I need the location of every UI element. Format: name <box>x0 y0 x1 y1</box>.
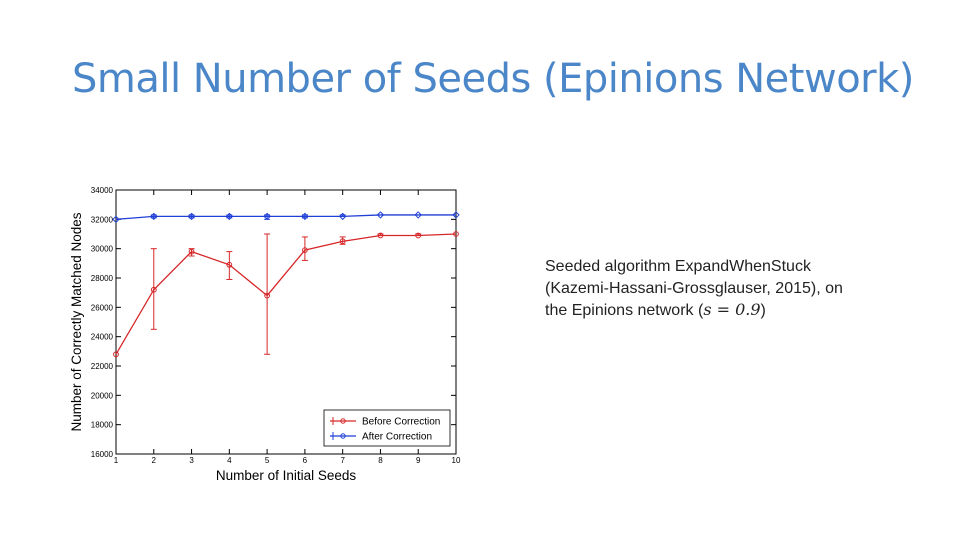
legend-box <box>323 409 451 447</box>
x-tick-label: 10 <box>452 456 461 465</box>
x-axis-label: Number of Initial Seeds <box>216 468 357 483</box>
data-point <box>452 211 460 219</box>
data-point <box>226 261 233 268</box>
caption-line-3: the Epinions network (s = 0.9) <box>545 299 875 322</box>
caption-line-3-suffix: ) <box>760 302 766 319</box>
data-point <box>339 238 346 245</box>
data-point <box>113 351 119 358</box>
caption-math: s = 0.9 <box>703 300 761 319</box>
legend-swatch-marker <box>340 433 346 439</box>
y-tick-label: 16000 <box>91 450 114 459</box>
x-tick-label: 9 <box>416 456 421 465</box>
caption-line-1: Seeded algorithm ExpandWhenStuck <box>545 258 811 275</box>
data-point <box>301 247 308 254</box>
x-tick-label: 7 <box>340 456 345 465</box>
data-point <box>377 232 384 239</box>
y-tick-label: 24000 <box>91 333 114 342</box>
chart: 16000 18000 20000 22000 24000 26000 28000 30000… <box>69 186 461 483</box>
y-tick-label: 18000 <box>91 421 114 430</box>
x-tick-label: 1 <box>114 456 119 465</box>
series-layer <box>112 211 460 358</box>
legend-swatch-marker <box>340 418 346 424</box>
data-point <box>225 212 234 221</box>
y-axis-label: Number of Correctly Matched Nodes <box>69 212 84 431</box>
legend-label: Before Correction <box>362 417 440 428</box>
y-tick-label: 30000 <box>91 245 114 254</box>
x-tick-label: 2 <box>152 456 157 465</box>
x-tick-label: 8 <box>378 456 383 465</box>
caption: Seeded algorithm ExpandWhenStuck (Kazemi… <box>545 256 875 322</box>
y-tick-label: 32000 <box>91 215 114 224</box>
caption-line-2: (Kazemi-Hassani-Grossglauser, 2015), on <box>545 279 843 297</box>
series-line-1 <box>115 214 456 220</box>
slide-title: Small Number of Seeds (Epinions Network) <box>72 56 914 102</box>
y-tick-label: 22000 <box>91 362 114 371</box>
data-point <box>338 212 347 221</box>
data-point <box>415 232 422 239</box>
caption-line-3-prefix: the Epinions network ( <box>545 302 704 319</box>
legend: Before Correction After Correction <box>323 409 451 447</box>
y-tick-label: 28000 <box>91 274 114 283</box>
x-tick-label: 6 <box>303 456 308 465</box>
data-point <box>263 212 271 221</box>
x-tick-label: 4 <box>227 456 232 465</box>
legend-label: After Correction <box>362 432 432 443</box>
y-tick-label: 20000 <box>91 391 114 400</box>
data-point <box>187 212 196 221</box>
data-point <box>112 215 120 224</box>
data-point <box>264 292 271 299</box>
data-point <box>453 231 459 237</box>
series-line-0 <box>115 233 457 355</box>
data-point <box>301 212 309 221</box>
x-tick-label: 5 <box>265 456 270 465</box>
y-tick-label: 34000 <box>91 186 114 195</box>
data-point <box>376 211 385 219</box>
data-point <box>414 211 422 219</box>
data-point <box>150 212 158 221</box>
y-tick-label: 26000 <box>91 303 114 312</box>
y-axis-ticks: 16000 18000 20000 22000 24000 26000 28000 30000… <box>91 186 456 459</box>
x-tick-label: 3 <box>189 456 194 465</box>
data-point <box>188 248 195 255</box>
data-point <box>150 286 157 293</box>
x-axis-ticks: 1 2 3 4 5 6 7 8 9 10 <box>114 190 461 465</box>
